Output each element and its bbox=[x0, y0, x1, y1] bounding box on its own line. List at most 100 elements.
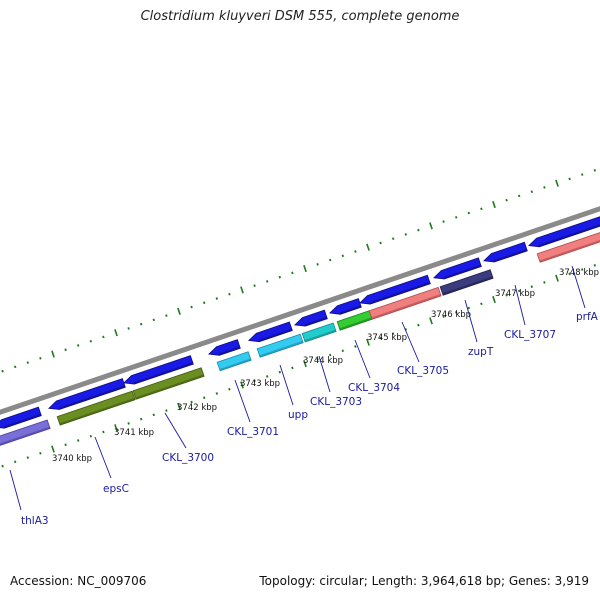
tick-minor bbox=[253, 379, 256, 383]
tick-minor bbox=[127, 327, 130, 330]
gene-arrow-shadow bbox=[304, 316, 328, 327]
gene-arrow-CKL_3703-upper[interactable] bbox=[294, 309, 328, 327]
tick-minor bbox=[530, 190, 534, 194]
gene-arrow-shadow bbox=[539, 239, 600, 263]
tick-minor bbox=[152, 413, 156, 417]
tick-minor bbox=[13, 460, 17, 464]
accession-text: Accession: NC_009706 bbox=[10, 574, 147, 588]
tick-minor bbox=[480, 302, 483, 306]
tick-minor bbox=[127, 422, 130, 425]
tick-minor bbox=[165, 409, 168, 412]
gene-label-epsC[interactable]: epsC bbox=[103, 483, 129, 495]
tick-minor bbox=[454, 310, 458, 314]
gene-arrow-shadow bbox=[3, 413, 42, 429]
leader-line bbox=[9, 469, 22, 511]
tick-minor bbox=[253, 284, 256, 288]
gene-arrow-shadow bbox=[258, 328, 293, 342]
tick-minor bbox=[26, 361, 30, 364]
tick-minor bbox=[64, 348, 67, 352]
gene-arrow-shadow bbox=[59, 397, 136, 426]
tick-minor bbox=[1, 369, 4, 373]
gene-arrow-shadow bbox=[0, 426, 51, 446]
gene-labels: thlA3 epsC CKL_3700 CKL_3701 upp CKL_370… bbox=[21, 311, 599, 527]
kbp-label: 3741 kbp bbox=[114, 428, 154, 438]
tick-minor bbox=[341, 254, 345, 258]
gene-arrow-prfA[interactable] bbox=[536, 227, 600, 263]
tick-major bbox=[51, 445, 55, 453]
tick-minor bbox=[580, 173, 584, 176]
leader-line bbox=[514, 284, 526, 326]
gene-label-prfA[interactable]: prfA bbox=[576, 311, 599, 323]
tick-minor bbox=[517, 289, 521, 293]
map-title: Clostridium kluyveri DSM 555, complete g… bbox=[140, 9, 460, 24]
tick-major bbox=[177, 402, 181, 410]
gene-label-CKL_3701[interactable]: CKL_3701 bbox=[227, 426, 279, 438]
gene-arrow-shadow bbox=[304, 329, 337, 342]
tick-minor bbox=[328, 258, 332, 262]
leader-line bbox=[464, 299, 478, 343]
gene-arrow-thlA3-upper[interactable] bbox=[0, 406, 42, 429]
gene-label-CKL_3704[interactable]: CKL_3704 bbox=[348, 382, 400, 394]
tick-minor bbox=[228, 387, 231, 391]
leader-line bbox=[354, 339, 371, 379]
gene-arrow-shadow bbox=[371, 294, 442, 320]
tick-minor bbox=[328, 353, 332, 357]
tick-minor bbox=[379, 241, 382, 245]
tick-minor bbox=[467, 306, 471, 310]
tick-minor bbox=[39, 356, 42, 360]
gene-arrow-shadow bbox=[443, 264, 482, 279]
gene-arrow-shadow bbox=[369, 281, 431, 305]
gene-label-zupT[interactable]: zupT bbox=[468, 346, 494, 358]
gene-arrow-shadow bbox=[135, 374, 205, 400]
tick-major bbox=[114, 329, 118, 337]
tick-minor bbox=[593, 263, 597, 267]
gene-arrow-shadow bbox=[339, 317, 373, 331]
tick-major bbox=[492, 295, 496, 304]
tick-minor bbox=[215, 392, 219, 395]
tick-major bbox=[429, 317, 433, 325]
tick-minor bbox=[89, 434, 93, 438]
tick-minor bbox=[580, 268, 584, 271]
tick-major bbox=[240, 286, 244, 294]
tick-minor bbox=[467, 211, 471, 215]
gene-arrow-shadow bbox=[58, 385, 126, 410]
leader-line bbox=[318, 355, 331, 393]
tick-major bbox=[303, 360, 307, 368]
gene-arrow-CKL_3704-upper[interactable] bbox=[329, 298, 362, 315]
outer-tick-track bbox=[1, 168, 597, 373]
tick-minor bbox=[568, 177, 571, 181]
tick-minor bbox=[391, 332, 395, 336]
tick-minor bbox=[316, 357, 319, 361]
tick-minor bbox=[202, 301, 206, 305]
tick-minor bbox=[291, 366, 294, 370]
kbp-label: 3745 kbp bbox=[367, 333, 407, 343]
gene-label-upp[interactable]: upp bbox=[288, 409, 308, 421]
gene-arrow-shadow bbox=[339, 305, 362, 315]
tick-minor bbox=[505, 293, 508, 297]
gene-arrow-CKL_3707-upper[interactable] bbox=[483, 241, 528, 263]
tick-major bbox=[555, 274, 559, 282]
gene-label-leaders bbox=[9, 265, 586, 511]
tick-minor bbox=[404, 328, 408, 331]
gene-label-CKL_3705[interactable]: CKL_3705 bbox=[397, 365, 449, 377]
kbp-label: 3743 kbp bbox=[240, 379, 280, 389]
tick-minor bbox=[454, 215, 458, 219]
tick-minor bbox=[316, 262, 319, 266]
gene-label-CKL_3707[interactable]: CKL_3707 bbox=[504, 329, 556, 341]
tick-major bbox=[51, 350, 55, 358]
leader-line bbox=[94, 436, 112, 479]
tick-major bbox=[555, 179, 559, 187]
leader-line bbox=[164, 412, 187, 449]
gene-label-CKL_3700[interactable]: CKL_3700 bbox=[162, 452, 214, 464]
gene-arrow-CKL_3705-upper[interactable] bbox=[359, 274, 431, 305]
leader-line bbox=[234, 379, 251, 423]
tick-minor bbox=[530, 285, 534, 289]
gene-label-thlA3[interactable]: thlA3 bbox=[21, 515, 49, 527]
tick-minor bbox=[278, 370, 282, 374]
tick-major bbox=[177, 307, 181, 315]
tick-major bbox=[303, 265, 307, 273]
gene-label-CKL_3703[interactable]: CKL_3703 bbox=[310, 396, 362, 408]
tick-minor bbox=[202, 396, 206, 400]
tick-minor bbox=[165, 314, 168, 317]
